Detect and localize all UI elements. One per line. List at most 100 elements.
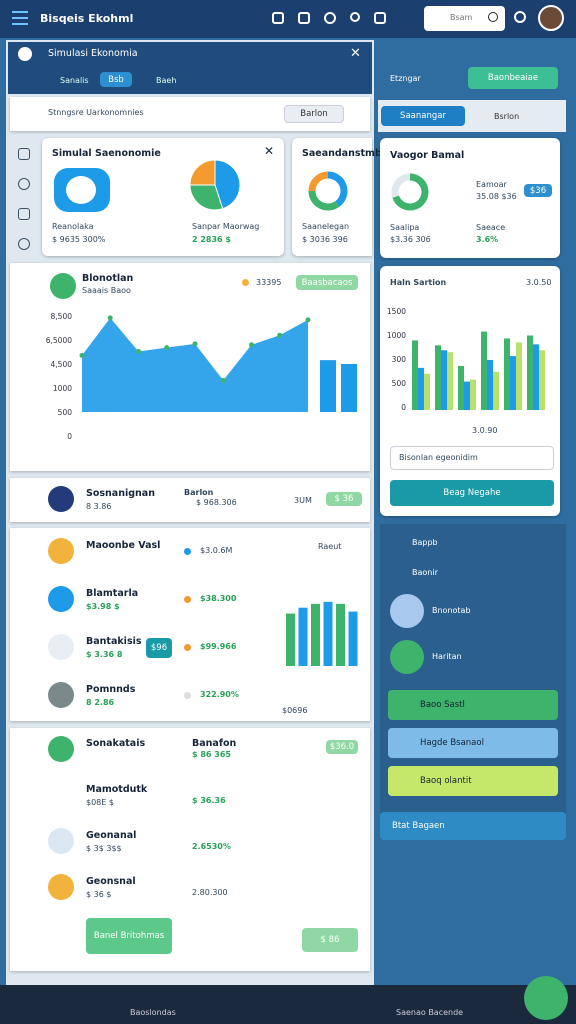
logo (54, 168, 110, 212)
item-icon (48, 736, 74, 762)
item-icon (390, 594, 424, 628)
tab[interactable]: Baeh (156, 76, 177, 85)
label: Saeace (476, 223, 506, 232)
item-tag[interactable]: $36.0 (326, 740, 358, 754)
item-value: $ 36.36 (192, 796, 226, 805)
chart-title: Blonotlan (82, 273, 134, 284)
label: Sanpar Maorwag (192, 222, 260, 231)
color-button[interactable]: Baoo Sastl (388, 690, 558, 720)
item-value: 322.90% (200, 690, 239, 699)
item-title: Maoonbe Vasl (86, 540, 161, 551)
nav-label[interactable]: Baoslondas (130, 1008, 176, 1017)
panel-title: Simulasi Ekonomia (48, 48, 138, 59)
label: Saalipa (390, 223, 420, 232)
legend: 33395 (256, 278, 282, 287)
dot (184, 548, 191, 555)
nav-label[interactable]: Saenao Bacende (396, 1008, 464, 1017)
item-sub: $ 36 $ (86, 890, 112, 899)
legend: 3.0.90 (472, 426, 498, 435)
left-header (8, 42, 372, 94)
color-button[interactable]: Baoq olantit (388, 766, 558, 796)
item-title: Geonanal (86, 830, 137, 841)
item-title: Bantakisis (86, 636, 142, 647)
chart-icon (50, 273, 76, 299)
item-value: $ 86 365 (192, 750, 231, 759)
right-card: Vaogor Bamal Eamoar 35.08 $36 $36 Saalip… (380, 138, 560, 258)
right-footer[interactable]: Btat Bagaen (380, 812, 566, 840)
right-title: Etzngar (390, 74, 421, 83)
row-sub: 8 3.86 (86, 502, 112, 511)
row-tag: 3UM (294, 496, 312, 505)
item-icon (48, 828, 74, 854)
tag: $36 (524, 184, 552, 197)
item-sub: $ 3$ 3$$ (86, 844, 122, 853)
item-icon (48, 682, 74, 708)
item-sub: 8 2.86 (86, 698, 115, 707)
list-card: Maoonbe Vasl $3.0.6M Raeut Blamtarla $3.98 $… (10, 528, 370, 721)
avatar[interactable] (538, 5, 564, 31)
item-title: Pomnnds (86, 684, 136, 695)
item-title: Geonsnal (86, 876, 136, 887)
label: Eamoar (476, 180, 507, 189)
right-list: Bappb Baonir Bnonotab Haritan Baoo Sastl Hagd… (380, 524, 566, 814)
row-title: Sosnanignan (86, 488, 155, 499)
right-tab[interactable]: Saanangar (381, 106, 465, 126)
right-search[interactable]: Bsrlon (494, 112, 520, 121)
color-button[interactable]: Hagde Bsanaol (388, 728, 558, 758)
tab-active[interactable]: Bsb (100, 72, 132, 87)
dropdown[interactable]: Bisonlan egeonidim (390, 446, 554, 470)
search-placeholder: Stnngsre Uarkonomnies (48, 108, 144, 117)
dot (184, 644, 191, 651)
search-box[interactable]: Bsam (424, 6, 505, 31)
item-icon (48, 586, 74, 612)
item-title: Bappb (412, 538, 438, 547)
dot (184, 692, 191, 699)
item-title: Baonir (412, 568, 438, 577)
dot (184, 596, 191, 603)
chart-button[interactable]: Baasbacaos (296, 275, 358, 290)
card-donut: Saeandanstmbir Saanelegan $ 3036 396 (292, 138, 390, 256)
fab[interactable] (524, 976, 568, 1020)
row-button[interactable]: $ 36 (326, 492, 362, 506)
list-button[interactable]: Banel Britohmas (86, 918, 172, 954)
search-text: Bsam (450, 13, 473, 22)
list-card: Sonakatais Banafon $ 86 365 $36.0 Mamotdutk $… (10, 728, 370, 971)
item-title: Sonakatais (86, 738, 146, 749)
item-title: Bnonotab (432, 606, 471, 615)
search-icon[interactable] (514, 11, 526, 23)
search-button[interactable]: Barlon (284, 105, 344, 123)
item-aside: Raeut (318, 542, 342, 551)
item-icon (48, 538, 74, 564)
card-title: Vaogor Bamal (390, 150, 465, 161)
item-aside: $0696 (282, 706, 308, 715)
item-tag[interactable]: $96 (146, 638, 172, 658)
bottom-nav (0, 985, 576, 1024)
item-icon (48, 634, 74, 660)
list-button[interactable]: $ 86 (302, 928, 358, 952)
app-title: Bisqeis Ekohml (40, 12, 134, 25)
tab[interactable]: Sanalis (60, 76, 89, 85)
value: $ 3036 396 (302, 235, 348, 244)
action-button[interactable]: Beag Negahe (390, 480, 554, 506)
search-row: Stnngsre Uarkonomnies Barlon (10, 97, 370, 131)
menu-icon[interactable] (12, 11, 28, 25)
item-icon (48, 874, 74, 900)
item-sub: $3.98 $ (86, 602, 120, 611)
chart-card: Blonotlan Saaais Baoo 33395 Baasbacaos (10, 263, 370, 471)
item-value: $3.0.6M (200, 546, 233, 555)
right-chart-card: Haln Sartion 3.0.50 3.0.90 Bisonlan egeo… (380, 266, 560, 516)
item-sub: $08E $ (86, 798, 114, 807)
item-value: 2.80.300 (192, 888, 228, 897)
item-title: Blamtarla (86, 588, 139, 599)
toolbar-icons[interactable] (272, 12, 402, 26)
value: $3.36 306 (390, 235, 431, 244)
legend: 3.0.50 (526, 278, 552, 287)
item-value: $99.966 (200, 642, 237, 651)
right-button[interactable]: Baonbeaiae (468, 67, 558, 89)
close[interactable]: ✕ (350, 46, 361, 61)
card-title: Simulal Saenonomie (52, 148, 161, 159)
item-icon (390, 640, 424, 674)
close[interactable]: ✕ (264, 144, 275, 158)
item-value: $38.300 (200, 594, 237, 603)
